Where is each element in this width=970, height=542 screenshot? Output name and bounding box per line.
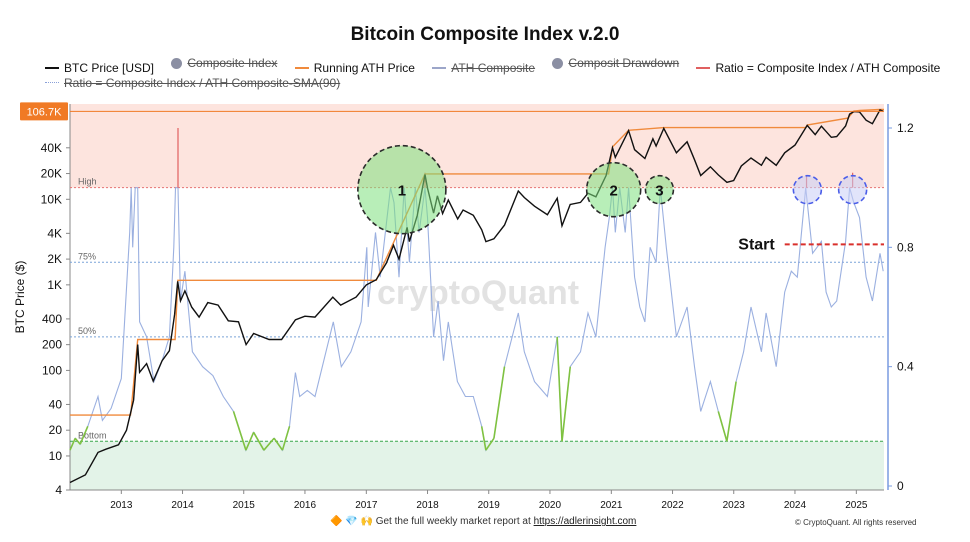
start-label: Start [738,236,775,253]
legend-swatch [171,57,183,69]
ratio-bottom-segment [493,366,506,439]
x-tick-label: 2018 [416,500,439,511]
y-tick-label: 100 [42,363,62,377]
x-tick-label: 2021 [600,500,623,511]
x-tick-label: 2023 [723,500,746,511]
footer-note: 🔶 💎 🙌 Get the full weekly market report … [330,516,636,527]
ratio-bottom-segment [245,431,255,451]
y-tick-label: 40 [49,397,63,411]
band-high-label: High [78,177,97,187]
series-btc-price-line [69,109,884,484]
y-tick-label: 20 [49,423,63,437]
annotation-circle-2 [585,161,642,218]
x-tick-label: 2013 [110,500,133,511]
y-tick-label: 200 [42,338,62,352]
legend-swatch [45,66,59,69]
annotation-circle-3 [644,174,675,205]
series-ratio-line [69,187,884,452]
ratio-bottom-segment [263,437,275,451]
legend-ratio[interactable]: Ratio = Composite Index / ATH Composite [696,61,940,75]
legend-row-2: Ratio = Composite Index / ATH Composite-… [45,72,354,90]
ratio-bottom-segment [717,411,728,442]
legend-swatch [696,66,711,69]
x-tick-label: 2020 [539,500,562,511]
legend-composite-index[interactable]: Composite Index [171,56,277,70]
legend-swatch [294,66,309,69]
current-price-badge [20,102,68,121]
x-tick-label: 2014 [171,500,194,511]
ratio-bottom-segment [281,426,291,451]
y2-tick-label: 1.2 [897,121,914,135]
legend-ath-composite[interactable]: ATH Composite [432,61,535,75]
x-tick-label: 2025 [845,500,868,511]
ratio-bottom-segment [252,431,265,451]
annotation-circle-5 [837,174,868,205]
ratio-bottom-segment [273,437,284,451]
annotation-label-1: 1 [398,183,406,200]
bottom-zone [70,441,884,490]
y2-tick-label: 0.4 [897,360,914,374]
x-tick-label: 2024 [784,500,807,511]
footer-text: Get the full weekly market report at [375,516,531,527]
footer-link[interactable]: https://adlerinsight.com [533,516,637,527]
annotation-circle-4 [792,174,823,205]
legend-btc-price[interactable]: BTC Price [USD] [45,61,154,75]
y-tick-label: 10 [49,449,63,463]
ratio-bottom-segment [480,426,487,451]
x-tick-label: 2017 [355,500,378,511]
legend-composit-drawdown[interactable]: Composit Drawdown [552,56,679,70]
x-tick-label: 2016 [294,500,317,511]
annotation-circle-1 [357,144,447,235]
annotation-label-2: 2 [610,183,618,200]
y2-tick-label: 0.8 [897,240,914,254]
legend-ratio-sma[interactable]: Ratio = Composite Index / ATH Composite-… [45,76,340,90]
legend-row-1: BTC Price [USD] Composite Index Running … [45,56,954,75]
current-price-label: 106.7K [27,106,63,118]
band-bottom-label: Bottom [78,430,107,440]
ratio-bottom-segment [79,426,89,445]
ratio-bottom-segment [485,437,495,451]
y-tick-label: 20K [41,167,62,181]
y-tick-label: 4K [47,226,62,240]
ratio-bottom-segment [74,437,81,445]
ratio-bottom-segment [69,437,76,451]
y-tick-label: 40K [41,141,62,155]
y-tick-label: 2K [47,252,62,266]
y-axis-label: BTC Price ($) [13,261,27,334]
annotation-label-3: 3 [655,183,663,200]
y-tick-label: 400 [42,312,62,326]
y-tick-label: 10K [41,192,62,206]
x-tick-label: 2022 [661,500,684,511]
ratio-bottom-segment [561,366,572,442]
copyright-text: © CryptoQuant. All rights reserved [795,518,917,527]
x-tick-label: 2019 [478,500,501,511]
legend-swatch [45,82,59,83]
high-zone [70,104,884,188]
band-50-label: 50% [78,326,96,336]
ratio-bottom-segment [232,411,247,451]
y-tick-label: 1K [47,278,62,292]
band-75-label: 75% [78,251,96,261]
watermark: cryptoQuant [377,274,579,312]
footer-emojis: 🔶 💎 🙌 [330,516,373,527]
y-tick-label: 4 [55,483,62,497]
ratio-bottom-segment [556,336,563,442]
legend-swatch [432,66,447,69]
legend-swatch [552,57,564,69]
ratio-bottom-segment [726,381,737,442]
y2-tick-label: 0 [897,479,904,493]
legend-running-ath[interactable]: Running ATH Price [294,61,415,75]
x-tick-label: 2015 [233,500,256,511]
chart-title: Bitcoin Composite Index v.2.0 [350,24,620,45]
